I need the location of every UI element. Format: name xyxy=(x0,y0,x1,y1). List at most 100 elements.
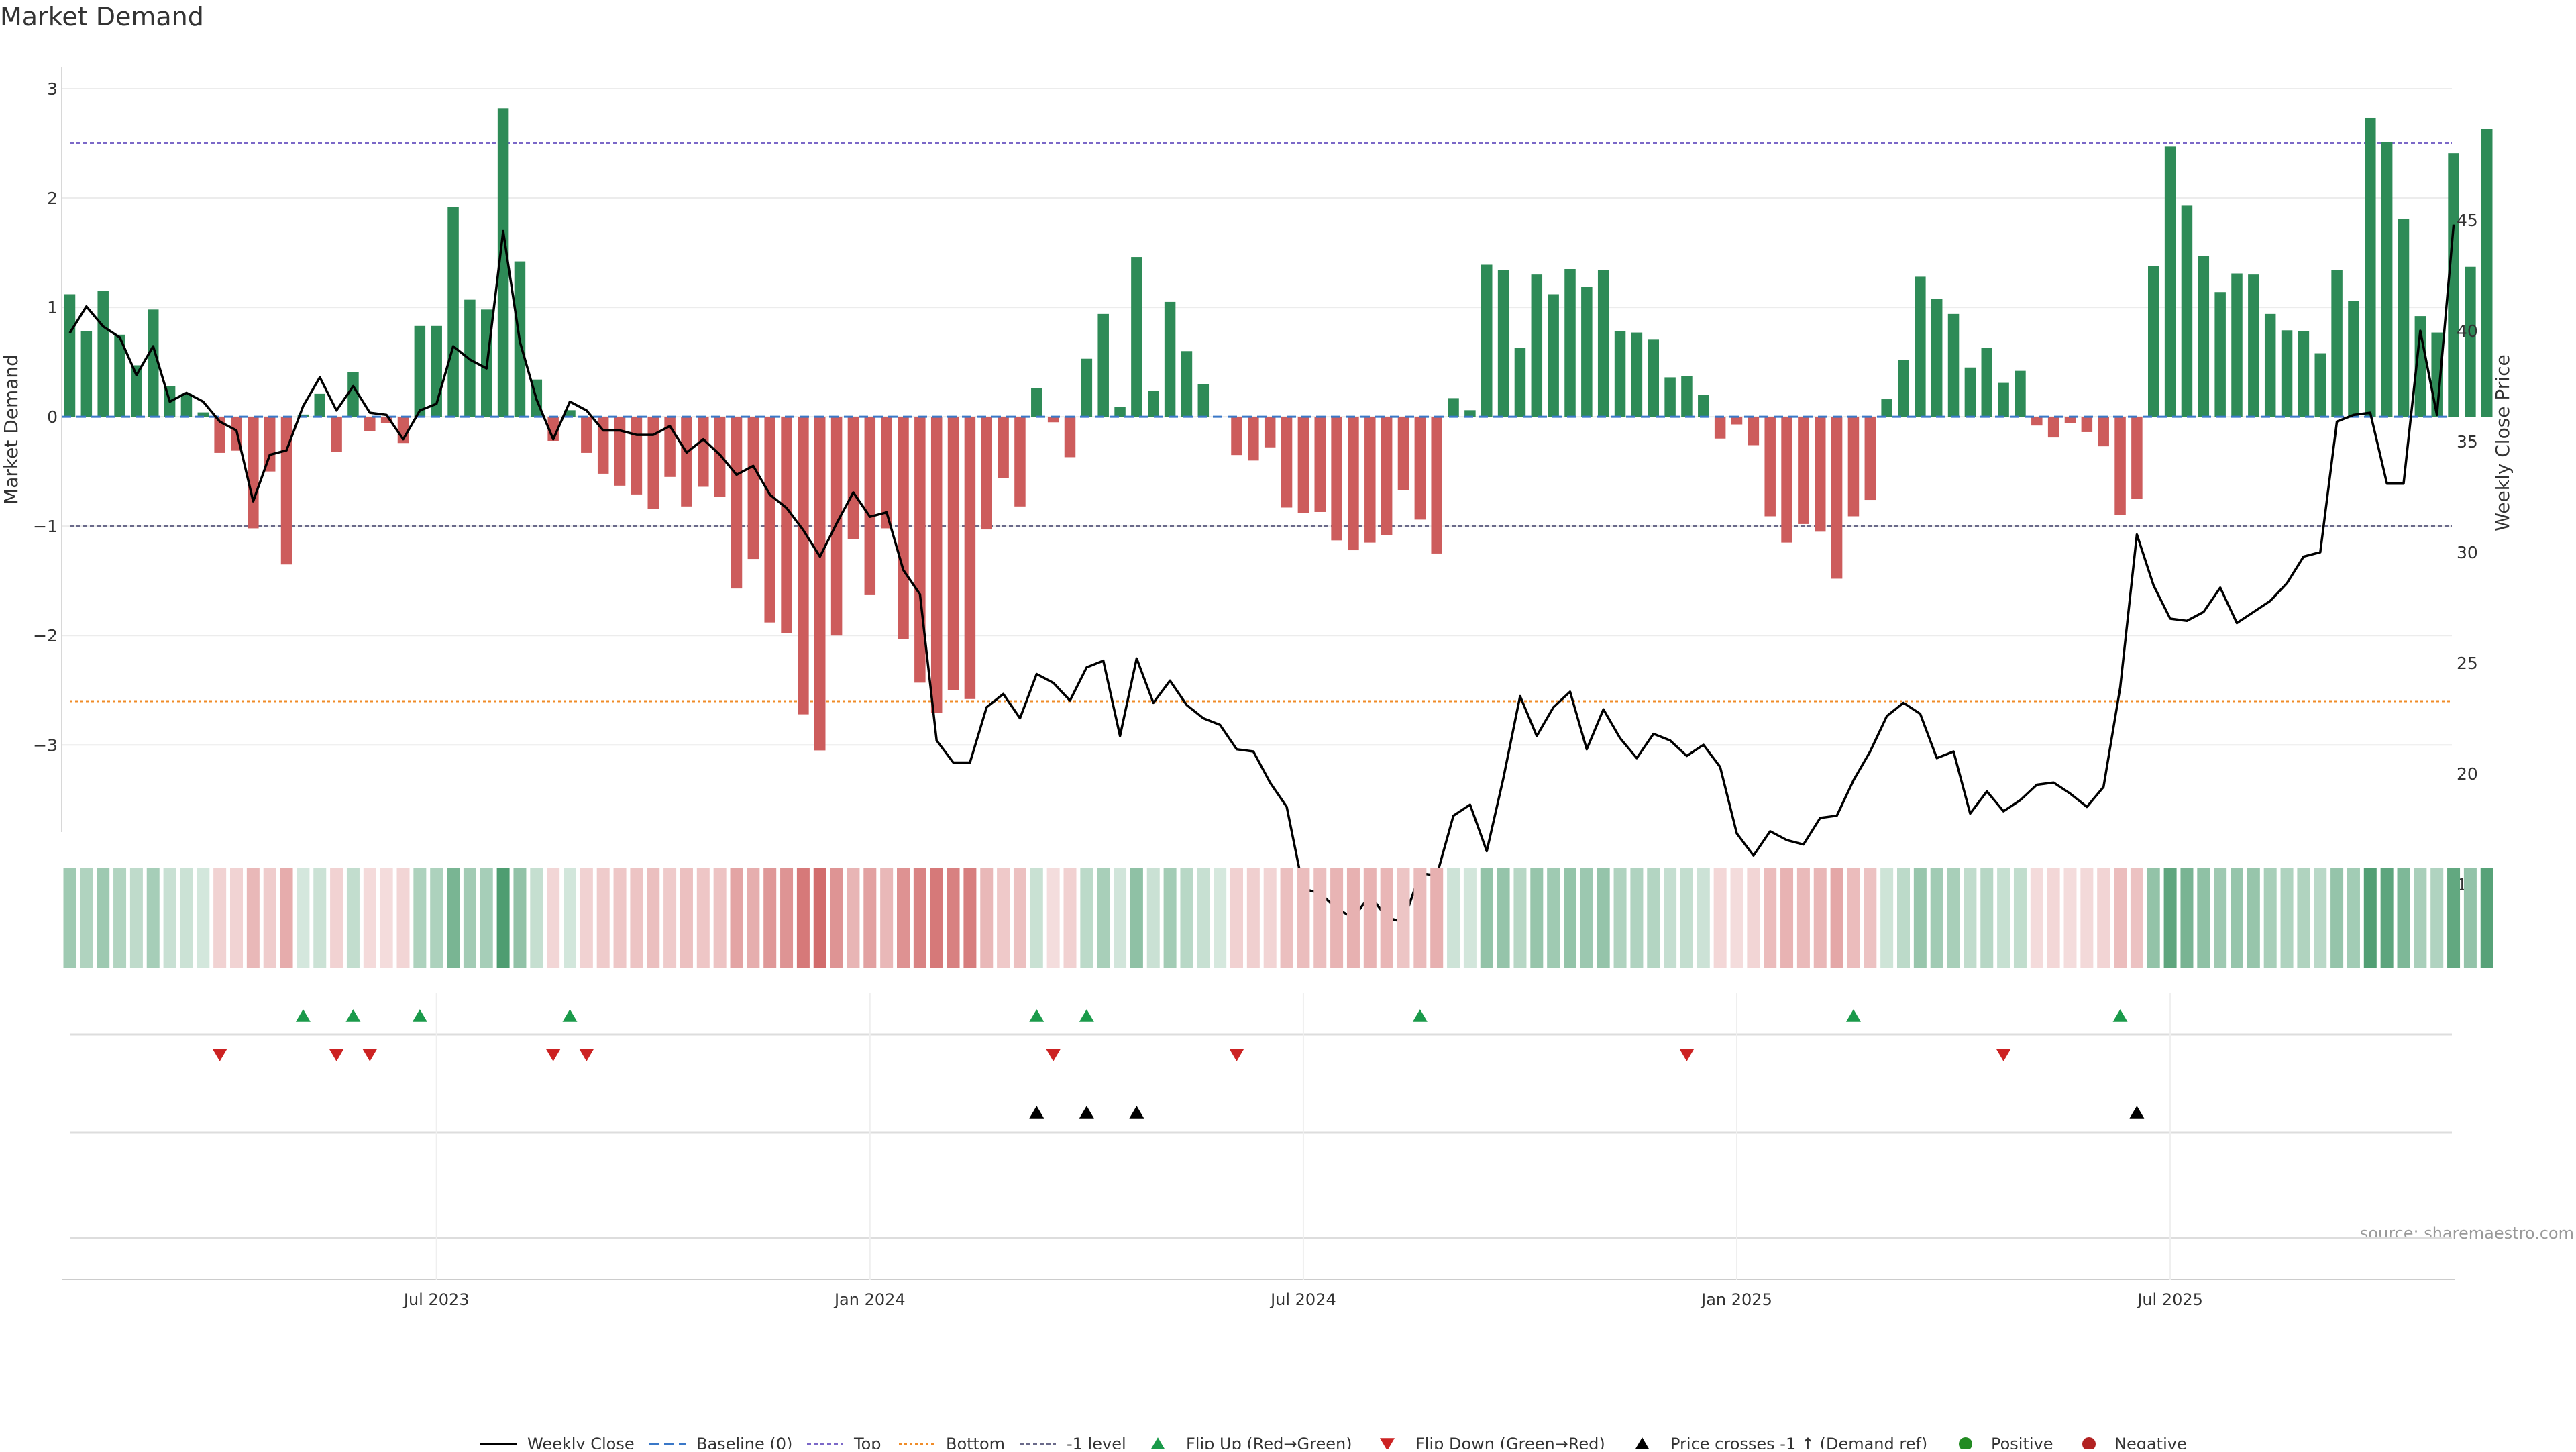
heat-cell xyxy=(680,868,693,968)
legend-swatch xyxy=(1959,1437,1972,1451)
demand-bar xyxy=(148,309,159,417)
heat-cell xyxy=(1647,868,1660,968)
demand-bar xyxy=(497,108,509,417)
heat-cell xyxy=(1330,868,1344,968)
heat-cell xyxy=(2263,868,2277,968)
heat-cell xyxy=(2247,868,2260,968)
demand-bar xyxy=(1714,417,1726,439)
demand-bar xyxy=(1847,417,1860,517)
legend-label: Baseline (0) xyxy=(696,1435,792,1449)
demand-bar xyxy=(2481,129,2493,417)
heat-cell xyxy=(346,868,360,968)
heat-cell xyxy=(1830,868,1843,968)
heat-cell xyxy=(280,868,293,968)
price-cross-marker xyxy=(1029,1106,1044,1119)
heat-cell xyxy=(2280,868,2294,968)
heat-cell xyxy=(1413,868,1427,968)
demand-bar xyxy=(964,417,976,699)
heat-cell xyxy=(2130,868,2143,968)
markers-layer xyxy=(70,1009,2452,1239)
demand-bar xyxy=(1248,417,1259,461)
flip-up-marker xyxy=(1412,1009,1428,1022)
heat-cell xyxy=(2297,868,2310,968)
flip-up-marker xyxy=(295,1009,311,1022)
demand-bar xyxy=(947,417,959,690)
heat-cell xyxy=(847,868,860,968)
heat-cell xyxy=(80,868,93,968)
heat-cell xyxy=(1246,868,1260,968)
legend-label: Flip Up (Red→Green) xyxy=(1186,1435,1352,1449)
heat-cell xyxy=(413,868,427,968)
y-tick-label: −2 xyxy=(33,626,58,645)
heat-cell xyxy=(1680,868,1693,968)
heat-cell xyxy=(1664,868,1677,968)
heat-cell xyxy=(730,868,743,968)
flip-down-marker xyxy=(579,1049,594,1061)
flip-up-marker xyxy=(345,1009,361,1022)
heat-cell xyxy=(1447,868,1460,968)
source-note: source: sharemaestro.com xyxy=(2360,1224,2574,1243)
heat-cell xyxy=(1346,868,1360,968)
y-axis-label: Market Demand xyxy=(0,354,22,505)
demand-bar xyxy=(1481,264,1493,417)
heat-cell xyxy=(2231,868,2243,968)
demand-bar xyxy=(1281,417,1293,508)
demand-bar xyxy=(714,417,726,497)
heat-cell xyxy=(380,868,393,968)
heat-cell xyxy=(1964,868,1977,968)
demand-bar xyxy=(131,365,142,417)
demand-bar xyxy=(1947,313,1960,417)
flip-up-marker xyxy=(562,1009,578,1022)
heat-cell xyxy=(780,868,794,968)
heat-cell xyxy=(1847,868,1860,968)
demand-bar xyxy=(930,417,943,713)
flip-up-marker xyxy=(1079,1009,1094,1022)
demand-bar xyxy=(1581,287,1593,417)
heat-cell xyxy=(1530,868,1544,968)
demand-bar xyxy=(1531,274,1543,417)
demand-bar xyxy=(1898,360,1909,417)
demand-bar xyxy=(1798,417,1809,524)
heat-cell xyxy=(696,868,710,968)
demand-bar xyxy=(331,417,342,452)
heat-cell xyxy=(1163,868,1177,968)
demand-bar xyxy=(1631,332,1643,417)
demand-bar xyxy=(1464,410,1476,417)
demand-bar xyxy=(1297,417,1309,513)
demand-bar xyxy=(1597,270,1609,417)
demand-bar xyxy=(1864,417,1876,501)
demand-bar xyxy=(898,417,909,639)
heat-cell xyxy=(763,868,777,968)
heat-cell xyxy=(963,868,977,968)
demand-bar xyxy=(1131,257,1142,417)
demand-bar xyxy=(297,414,309,417)
heat-cell xyxy=(1980,868,1994,968)
heat-cell xyxy=(63,868,76,968)
demand-bar xyxy=(80,331,93,417)
demand-bar xyxy=(2114,417,2126,515)
heat-cell xyxy=(1547,868,1560,968)
demand-bar xyxy=(1014,417,1026,507)
legend-label: Weekly Close xyxy=(527,1435,635,1449)
heat-cell xyxy=(1063,868,1077,968)
flip-down-marker xyxy=(212,1049,227,1061)
x-tick-label: Jan 2024 xyxy=(833,1290,906,1309)
demand-bar xyxy=(2331,270,2343,417)
price-cross-marker xyxy=(1079,1106,1094,1119)
heat-cell xyxy=(547,868,560,968)
heat-cell xyxy=(1130,868,1143,968)
demand-bar xyxy=(1181,351,1193,417)
heat-cell xyxy=(747,868,760,968)
heat-cell xyxy=(863,868,877,968)
heat-strip-layer xyxy=(63,868,2493,968)
heat-cell xyxy=(146,868,160,968)
demand-bar xyxy=(1781,417,1792,543)
heat-cell xyxy=(613,868,627,968)
y2-axis-label: Weekly Close Price xyxy=(2491,354,2514,531)
heat-cell xyxy=(2447,868,2461,968)
price-line-layer xyxy=(68,224,2455,923)
heat-cell xyxy=(197,868,210,968)
flip-up-marker xyxy=(2112,1009,2128,1022)
demand-bar xyxy=(2281,330,2293,417)
